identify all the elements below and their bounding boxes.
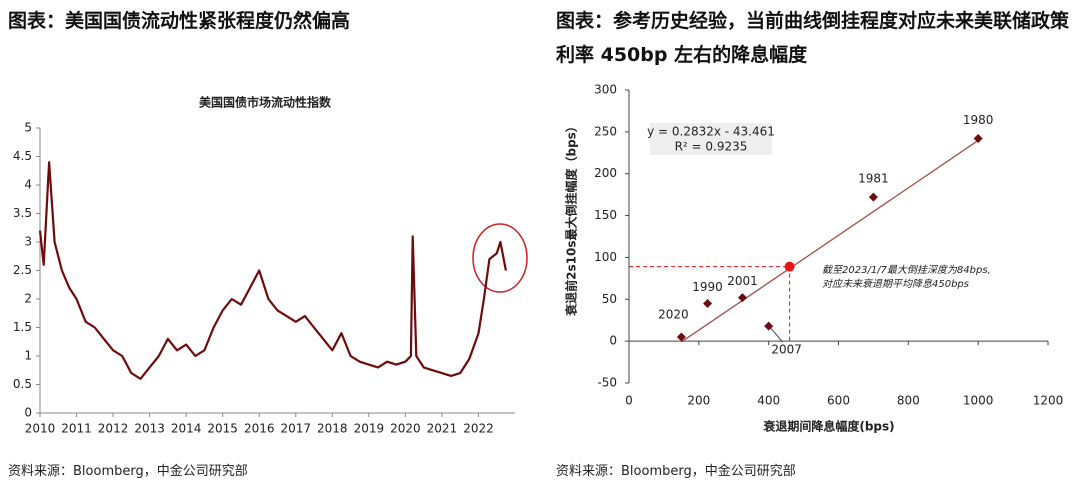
y-tick-label: 250 [594, 124, 617, 138]
x-tick-label: 200 [687, 394, 710, 408]
x-tick-label: 2011 [61, 422, 92, 436]
point [973, 134, 983, 144]
point [737, 293, 747, 303]
x-tick-label: 2019 [354, 422, 385, 436]
y-tick-label: 300 [594, 83, 617, 97]
y-tick-label: 200 [594, 166, 617, 180]
line [38, 161, 507, 380]
heading: 图表：美国国债流动性紧张程度仍然偏高 [8, 10, 351, 32]
y-tick-label: 4 [24, 178, 32, 192]
y-tick-label: 1.5 [13, 320, 32, 334]
x-tick-label: 2021 [427, 422, 458, 436]
point-label: 1980 [963, 113, 994, 127]
y-tick-label: 0 [24, 406, 32, 420]
point-label: 1981 [858, 172, 889, 186]
y-tick-label: 5 [24, 121, 32, 135]
x-tick-label: 0 [625, 394, 633, 408]
x-tick-label: 2020 [390, 422, 421, 436]
x-tick-label: 2022 [463, 422, 494, 436]
source: 资料来源：Bloomberg，中金公司研究部 [8, 464, 248, 479]
x-axis-label: 衰退期间降息幅度(bps) [762, 419, 894, 434]
annotation: 截至2023/1/7最大倒挂深度为84bps, [822, 264, 991, 276]
y-tick-label: 100 [594, 250, 617, 264]
x-tick-label: 1200 [1033, 394, 1064, 408]
x-tick-label: 2012 [98, 422, 129, 436]
x-tick-label: 2018 [317, 422, 348, 436]
point-label: 1990 [692, 280, 723, 294]
y-tick-label: 3.5 [13, 206, 32, 220]
y-tick-label: 0.5 [13, 377, 32, 391]
chart-title: 美国国债市场流动性指数 [199, 95, 332, 110]
y-tick-label: 0 [609, 334, 617, 348]
y-tick-label: 150 [594, 208, 617, 222]
y-tick-label: 50 [602, 292, 617, 306]
y-tick-label: 4.5 [13, 149, 32, 163]
trend-r2: R² = 0.9235 [675, 140, 748, 154]
x-tick-label: 800 [897, 394, 920, 408]
x-tick-label: 400 [757, 394, 780, 408]
source: 资料来源：Bloomberg，中金公司研究部 [556, 464, 796, 479]
point-label: 2007 [771, 343, 802, 357]
x-tick-label: 600 [827, 394, 850, 408]
leader-line [770, 327, 784, 343]
trend-equation: y = 0.2832x - 43.461 [647, 125, 775, 139]
y-tick-label: 3 [24, 235, 32, 249]
y-tick-label: -50 [597, 376, 617, 390]
x-tick-label: 2015 [207, 422, 238, 436]
y-tick-label: 1 [24, 349, 32, 363]
highlight-point [784, 261, 795, 272]
x-tick-label: 1000 [963, 394, 994, 408]
x-tick-label: 2014 [171, 422, 202, 436]
point [676, 332, 686, 342]
y-tick-label: 2 [24, 292, 32, 306]
point-label: 2001 [727, 274, 758, 288]
x-tick-label: 2017 [280, 422, 311, 436]
y-tick-label: 2.5 [13, 263, 32, 277]
point [703, 298, 713, 308]
point-label: 2020 [658, 307, 689, 321]
heading: 图表：参考历史经验，当前曲线倒挂程度对应未来美联储政策利率 450bp 左右的降… [556, 10, 1070, 66]
x-tick-label: 2013 [134, 422, 165, 436]
x-tick-label: 2010 [25, 422, 56, 436]
x-tick-label: 2016 [244, 422, 275, 436]
trend-line [681, 139, 979, 343]
equation-box [650, 123, 772, 155]
point [868, 192, 878, 202]
y-axis-label: 衰退前2s10s最大倒挂幅度（bps） [564, 120, 579, 317]
annotation: 对应未来衰退期平均降息450bps [822, 278, 969, 290]
highlight-circle [472, 223, 528, 293]
